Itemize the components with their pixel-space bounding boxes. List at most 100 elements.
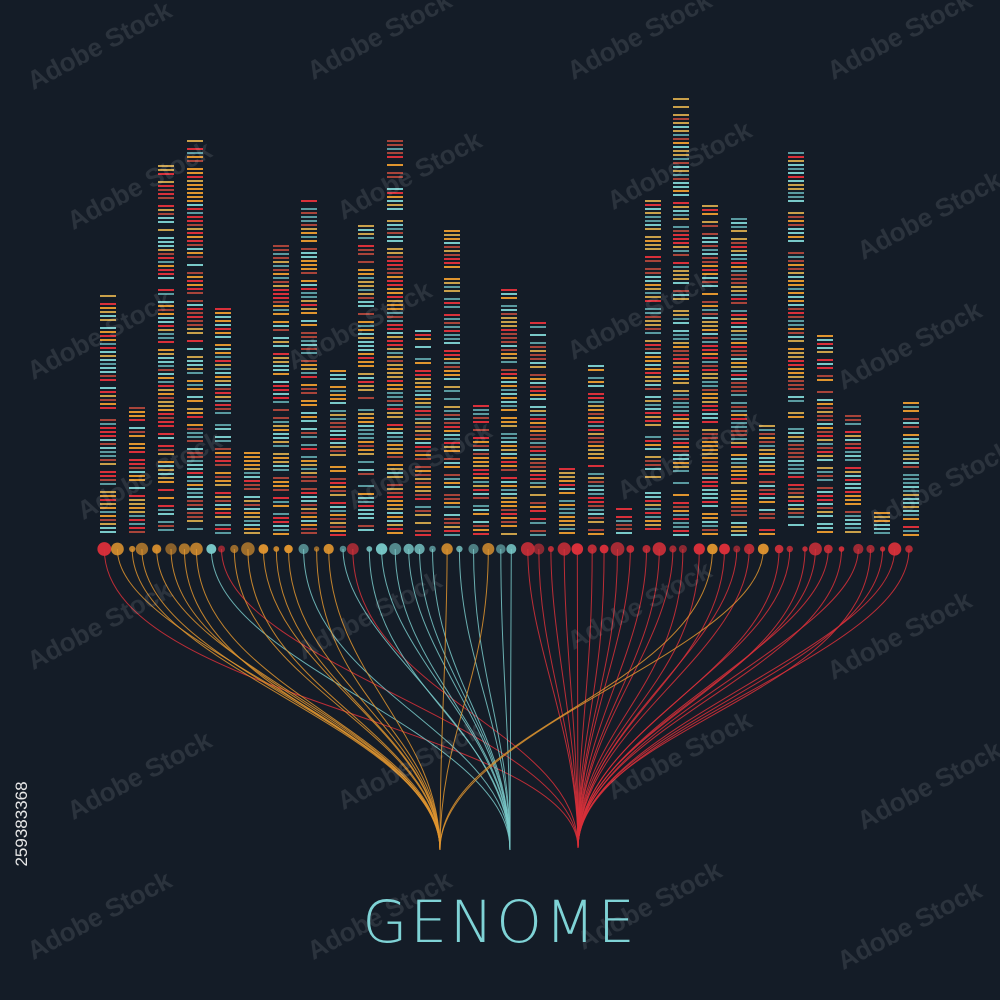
barcode-stripe	[100, 447, 116, 449]
barcode-stripe	[273, 337, 289, 339]
barcode-stripe	[187, 160, 203, 162]
barcode-stripe	[301, 208, 317, 210]
barcode-stripe	[788, 412, 804, 414]
barcode-stripe	[702, 493, 718, 495]
barcode-stripe	[645, 320, 661, 322]
barcode-column	[845, 415, 861, 533]
barcode-stripe	[731, 342, 747, 344]
node-dot	[774, 544, 784, 554]
barcode-stripe	[444, 502, 460, 504]
barcode-stripe	[215, 508, 231, 510]
barcode-stripe	[588, 441, 604, 443]
barcode-stripe	[273, 325, 289, 327]
barcode-stripe	[301, 252, 317, 254]
barcode-stripe	[415, 470, 431, 472]
barcode-stripe	[358, 445, 374, 447]
barcode-stripe	[645, 300, 661, 302]
barcode-stripe	[187, 264, 203, 266]
barcode-stripe	[387, 500, 403, 502]
barcode-stripe	[387, 320, 403, 322]
barcode-stripe	[273, 521, 289, 523]
barcode-stripe	[215, 428, 231, 430]
node-dot	[206, 544, 217, 554]
node-dot	[403, 543, 414, 555]
barcode-stripe	[731, 418, 747, 420]
barcode-stripe	[845, 467, 861, 469]
barcode-stripe	[387, 256, 403, 258]
barcode-stripe	[903, 418, 919, 420]
barcode-stripe	[301, 240, 317, 242]
barcode-stripe	[301, 284, 317, 286]
connection-curve	[303, 548, 511, 851]
barcode-stripe	[444, 374, 460, 376]
barcode-stripe	[702, 321, 718, 323]
barcode-stripe	[387, 252, 403, 254]
barcode-stripe	[358, 349, 374, 351]
barcode-stripe	[387, 200, 403, 202]
barcode-stripe	[100, 343, 116, 345]
barcode-column	[273, 245, 289, 535]
barcode-stripe	[903, 474, 919, 476]
barcode-stripe	[273, 301, 289, 303]
barcode-stripe	[588, 445, 604, 447]
barcode-stripe	[129, 503, 145, 505]
barcode-stripe	[158, 241, 174, 243]
barcode-stripe	[301, 308, 317, 310]
barcode-stripe	[559, 500, 575, 502]
barcode-stripe	[530, 386, 546, 388]
barcode-stripe	[702, 233, 718, 235]
barcode-stripe	[588, 429, 604, 431]
barcode-stripe	[301, 376, 317, 378]
barcode-stripe	[387, 428, 403, 430]
connection-curve	[577, 548, 700, 849]
barcode-stripe	[788, 376, 804, 378]
barcode-stripe	[158, 381, 174, 383]
stock-id-label: 259383368	[2, 764, 42, 884]
barcode-stripe	[588, 513, 604, 515]
barcode-stripe	[903, 514, 919, 516]
barcode-stripe	[100, 403, 116, 405]
barcode-stripe	[817, 491, 833, 493]
barcode-stripe	[100, 319, 116, 321]
barcode-stripe	[444, 390, 460, 392]
barcode-stripe	[387, 376, 403, 378]
barcode-stripe	[330, 486, 346, 488]
barcode-stripe	[501, 313, 517, 315]
barcode-stripe	[187, 340, 203, 342]
barcode-stripe	[330, 426, 346, 428]
barcode-stripe	[215, 364, 231, 366]
barcode-stripe	[645, 344, 661, 346]
node-dot	[218, 545, 225, 553]
barcode-stripe	[301, 296, 317, 298]
barcode-stripe	[187, 212, 203, 214]
barcode-stripe	[702, 237, 718, 239]
barcode-stripe	[645, 508, 661, 510]
barcode-stripe	[845, 459, 861, 461]
barcode-stripe	[330, 410, 346, 412]
barcode-stripe	[673, 266, 689, 268]
barcode-stripe	[473, 525, 489, 527]
barcode-stripe	[187, 424, 203, 426]
barcode-stripe	[673, 122, 689, 124]
barcode-stripe	[788, 216, 804, 218]
barcode-stripe	[330, 442, 346, 444]
barcode-stripe	[358, 237, 374, 239]
barcode-stripe	[158, 261, 174, 263]
barcode-stripe	[187, 256, 203, 258]
barcode-stripe	[187, 188, 203, 190]
barcode-stripe	[788, 476, 804, 478]
barcode-stripe	[444, 330, 460, 332]
barcode-stripe	[903, 478, 919, 480]
barcode-stripe	[788, 452, 804, 454]
barcode-stripe	[673, 346, 689, 348]
barcode-stripe	[415, 474, 431, 476]
barcode-stripe	[129, 507, 145, 509]
barcode-stripe	[158, 377, 174, 379]
barcode-stripe	[444, 482, 460, 484]
barcode-stripe	[731, 390, 747, 392]
barcode-stripe	[788, 296, 804, 298]
barcode-stripe	[158, 165, 174, 167]
barcode-stripe	[501, 297, 517, 299]
barcode-stripe	[501, 449, 517, 451]
